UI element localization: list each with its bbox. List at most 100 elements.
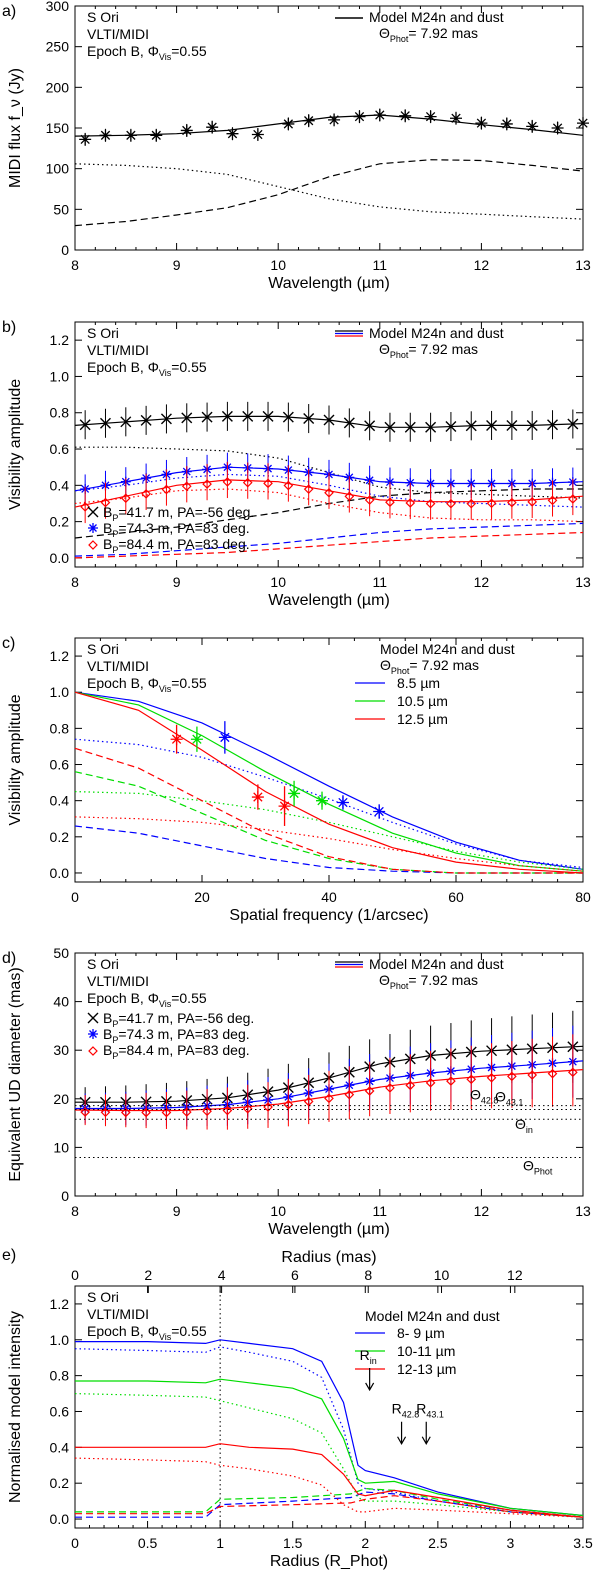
data-point <box>385 497 395 508</box>
panel-label: c) <box>2 635 15 652</box>
y-tick-label: 0.4 <box>50 1439 70 1455</box>
y-tick-label: 0.0 <box>50 1511 70 1527</box>
x-tick-label: 0 <box>71 889 79 905</box>
y-tick-label: 20 <box>53 1091 69 1107</box>
annotation: VLTI/MIDI <box>87 1306 149 1322</box>
marker-arrow <box>365 1367 375 1392</box>
data-point <box>222 477 233 487</box>
y-tick-label: 300 <box>46 0 70 14</box>
series-line <box>74 114 584 137</box>
x-axis-label: Wavelength (µm) <box>268 275 390 292</box>
legend-label: 8- 9 µm <box>397 1325 445 1341</box>
data-point <box>486 419 498 431</box>
x-tick-label: 0.5 <box>138 1535 158 1551</box>
x-tick-label: 3 <box>507 1535 515 1551</box>
data-point <box>80 1107 91 1117</box>
data-point <box>526 419 538 431</box>
data-point <box>263 478 273 489</box>
y-axis-label: MIDI flux f_ν (Jy) <box>7 68 24 188</box>
y-axis-label: Visibility amplitude <box>7 694 24 825</box>
series-line <box>75 1495 584 1518</box>
data-point <box>140 414 152 426</box>
data-point <box>79 419 91 431</box>
legend-marker <box>88 540 98 550</box>
x-tick-label: 9 <box>173 574 181 590</box>
data-point <box>344 1089 355 1100</box>
data-point <box>527 497 538 507</box>
baseline-label: BP=74.3 m, PA=83 deg. <box>103 520 250 539</box>
data-point <box>303 413 315 425</box>
y-tick-label: 0.6 <box>50 757 70 773</box>
data-point <box>507 497 517 508</box>
y-tick-label: 0.4 <box>50 477 70 493</box>
data-point <box>242 1103 253 1114</box>
top-x-tick-label: 4 <box>218 1267 226 1283</box>
y-tick-label: 0.2 <box>50 1475 70 1491</box>
data-point <box>486 498 497 509</box>
data-point <box>385 1083 395 1093</box>
data-point <box>384 421 396 433</box>
series-line <box>74 531 584 559</box>
x-tick-label: 3.5 <box>573 1535 593 1551</box>
top-x-tick-label: 2 <box>144 1267 152 1283</box>
annotation: VLTI/MIDI <box>87 26 149 42</box>
series-line <box>74 1346 584 1518</box>
series-line <box>74 825 583 874</box>
x-tick-label: 40 <box>321 889 337 905</box>
y-tick-label: 0.0 <box>50 550 70 566</box>
series-line <box>75 1378 584 1517</box>
data-point <box>99 417 111 429</box>
baseline-label: BP=84.4 m, PA=83 deg. <box>103 536 250 555</box>
series-line <box>74 691 584 870</box>
annotation: S Ori <box>87 9 119 25</box>
marker-label: R43.1 <box>416 1401 444 1420</box>
legend-label: 12.5 µm <box>397 711 448 727</box>
series-line <box>74 738 584 869</box>
data-point <box>364 1086 375 1096</box>
legend-marker <box>88 1029 98 1039</box>
series-line <box>74 791 584 870</box>
data-point <box>567 494 578 504</box>
top-x-tick-label: 0 <box>71 1267 79 1283</box>
data-point <box>303 484 314 494</box>
data-point <box>425 421 437 433</box>
marker-arrow <box>397 1421 407 1445</box>
data-point <box>100 1107 111 1118</box>
data-point <box>160 413 172 425</box>
x-tick-label: 10 <box>270 257 286 273</box>
series-line <box>75 1339 584 1517</box>
y-tick-label: 0.6 <box>50 1403 70 1419</box>
panel-label: d) <box>2 950 16 967</box>
y-tick-label: 0.8 <box>50 405 70 421</box>
series-line <box>75 1487 584 1518</box>
data-point <box>547 1068 558 1079</box>
data-point <box>336 796 349 809</box>
y-tick-label: 40 <box>53 994 69 1010</box>
data-point <box>446 1076 456 1086</box>
y-tick-label: 250 <box>46 39 70 55</box>
data-point <box>100 497 111 508</box>
y-tick-label: 0.0 <box>50 865 70 881</box>
x-tick-label: 1.5 <box>283 1535 303 1551</box>
chart-panel: c) 0 20 40 60 80 0.0 0.2 0.4 0.6 0.8 1.0 1.2 Spatial … <box>2 635 591 924</box>
legend-marker <box>88 1046 98 1056</box>
data-point <box>405 498 416 508</box>
y-tick-label: 1.0 <box>50 1332 70 1348</box>
y-tick-label: 0.8 <box>50 1368 70 1384</box>
legend-label: Model M24n and dust <box>369 325 504 341</box>
data-point <box>80 502 91 512</box>
data-point <box>141 1107 151 1118</box>
y-tick-label: 0.6 <box>50 441 70 457</box>
x-tick-label: 9 <box>173 257 181 273</box>
data-point <box>170 733 183 746</box>
y-tick-label: 0.2 <box>50 514 70 530</box>
x-axis-label: Wavelength (µm) <box>268 592 390 609</box>
chart-panel: a) 8 9 10 11 12 13 0 50 100 150 200 250 300 Wavelength… <box>2 0 591 292</box>
data-point <box>282 411 294 423</box>
legend-label: 12-13 µm <box>397 1361 456 1377</box>
series-line <box>74 159 584 227</box>
marker-label: R42.8 <box>392 1401 420 1420</box>
data-point <box>405 1080 416 1091</box>
plot-frame <box>74 1285 584 1529</box>
